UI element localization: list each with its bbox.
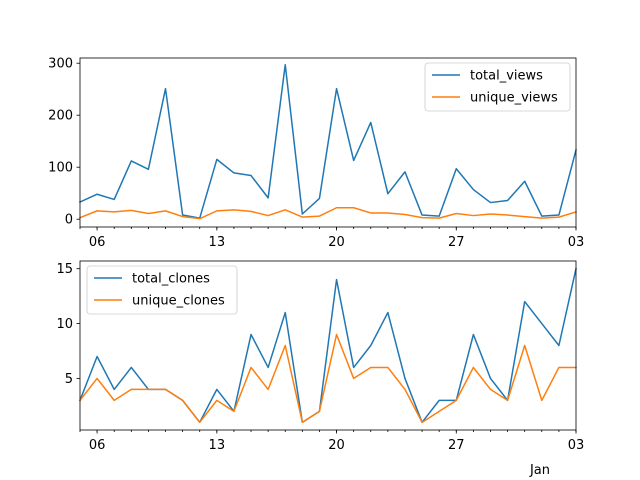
axes-frame [79,57,577,228]
x-tick-label: 13 [209,235,226,250]
legend-box [86,265,238,315]
x-tick-label: 20 [328,438,345,453]
x-tick-label: 03 [568,235,585,250]
series-line-unique_clones [78,333,577,424]
legend: total_clones unique_clones [86,265,238,315]
legend: total_views unique_views [424,62,571,112]
y-tick-label: 0 [65,213,73,228]
x-tick-label: 06 [89,438,106,453]
series-line-total_views [79,64,577,219]
y-tick-label: 5 [65,372,73,387]
panel-1: 06 13 20 27 03 0 100 200 300 total_views unique_vi… [48,57,584,250]
panel-2: 06 13 20 27 03 5 10 15 Jan total_clones unique_clo… [56,260,585,478]
x-tick-label: 06 [89,235,106,250]
legend-label-unique_views: unique_views [470,91,558,106]
legend-label-total_views: total_views [470,69,543,84]
x-tick-label: 13 [209,438,226,453]
y-tick-label: 300 [48,57,73,72]
y-tick-label: 100 [48,161,73,176]
series-line-unique_views [79,207,577,220]
legend-box [424,62,571,112]
axes-frame [79,260,577,431]
legend-label-total_clones: total_clones [132,272,210,287]
x-tick-label: 27 [448,235,465,250]
x-axis-label: Jan [529,463,550,478]
y-tick-label: 10 [56,317,73,332]
y-tick-label: 15 [56,262,73,277]
x-tick-label: 27 [448,438,465,453]
x-tick-label: 20 [328,235,345,250]
y-tick-label: 200 [48,109,73,124]
legend-label-unique_clones: unique_clones [132,294,225,309]
x-tick-label: 03 [568,438,585,453]
